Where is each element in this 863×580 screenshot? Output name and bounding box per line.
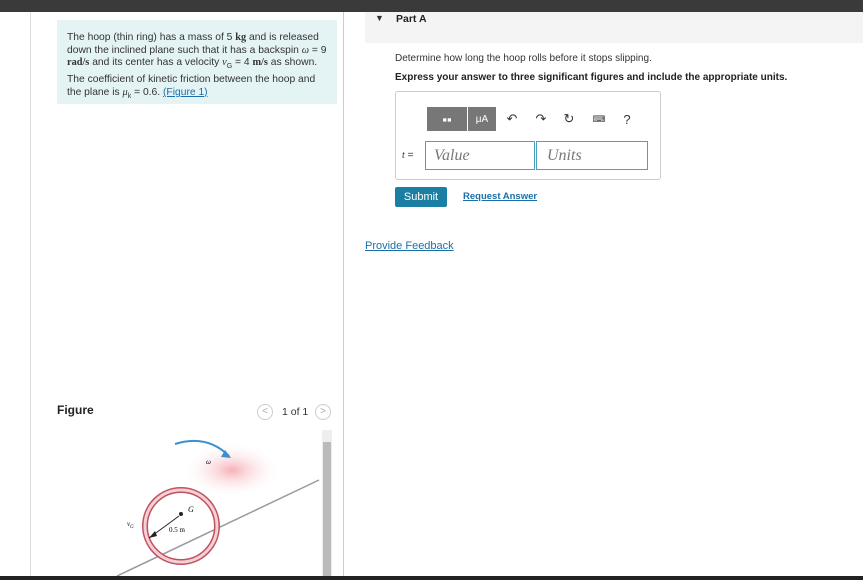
figure-link[interactable]: (Figure 1) (162, 86, 208, 98)
unit: m/s (252, 57, 268, 69)
figure-title: Figure (57, 403, 94, 417)
bottom-bar (0, 576, 863, 580)
subscript: k (127, 92, 132, 100)
text: = 0.6. (131, 86, 163, 98)
units-button[interactable]: μA (468, 107, 496, 131)
equals: = (407, 150, 414, 161)
submit-button[interactable]: Submit (395, 187, 447, 207)
pager: 1 of 1 (282, 406, 309, 418)
text: The hoop (thin ring) has a mass of 5 (67, 32, 236, 43)
part-title: Part A (396, 13, 427, 25)
label: G (188, 505, 194, 514)
text: and is released down the inclined plane … (67, 32, 319, 56)
symbol: v (222, 57, 227, 69)
feedback-link[interactable]: Provide Feedback (365, 240, 454, 252)
reset-button[interactable]: ↻ (563, 111, 575, 126)
text: as shown. The coefficient of kinetic fri… (67, 57, 318, 98)
label: 0.5 m (169, 526, 186, 534)
answer-box (395, 91, 661, 180)
svg-text:vG: vG (127, 520, 134, 530)
help-button[interactable]: ? (623, 111, 631, 127)
caret: ▼ (375, 13, 384, 23)
subscript: G (226, 63, 233, 71)
unit: rad/s (67, 57, 90, 69)
question: Determine how long the hoop rolls before… (395, 53, 652, 64)
redo-button[interactable]: ↷ (535, 111, 547, 126)
label: G (130, 525, 134, 530)
divider (343, 12, 344, 577)
symbol: μ (122, 86, 128, 98)
instruction: Express your answer to three significant… (395, 72, 788, 83)
variable: t (402, 150, 405, 161)
text: and its center has a velocity (89, 57, 223, 69)
units-input[interactable]: Units (536, 141, 648, 170)
unit: kg (235, 32, 247, 43)
top-bar (0, 0, 863, 12)
template-button[interactable]: ▪▪ (427, 107, 467, 131)
request-answer-link[interactable]: Request Answer (463, 191, 538, 202)
divider (30, 12, 31, 577)
value-input[interactable]: Value (425, 141, 535, 170)
figure-image: ω G vG 0.5 m (116, 430, 332, 576)
undo-button[interactable]: ↶ (506, 111, 518, 126)
symbol: ω (301, 44, 309, 56)
label: v (127, 520, 131, 528)
part-header[interactable]: ▼ Part A (365, 12, 863, 43)
prev-button[interactable]: < (257, 404, 273, 420)
text: = 9 (308, 44, 327, 56)
problem-text: The hoop (thin ring) has a mass of 5 kg … (57, 20, 337, 104)
keyboard-button[interactable]: ⌨ (592, 113, 606, 124)
next-button[interactable]: > (315, 404, 331, 420)
text: = 4 (232, 57, 253, 69)
label: ω (206, 458, 211, 466)
